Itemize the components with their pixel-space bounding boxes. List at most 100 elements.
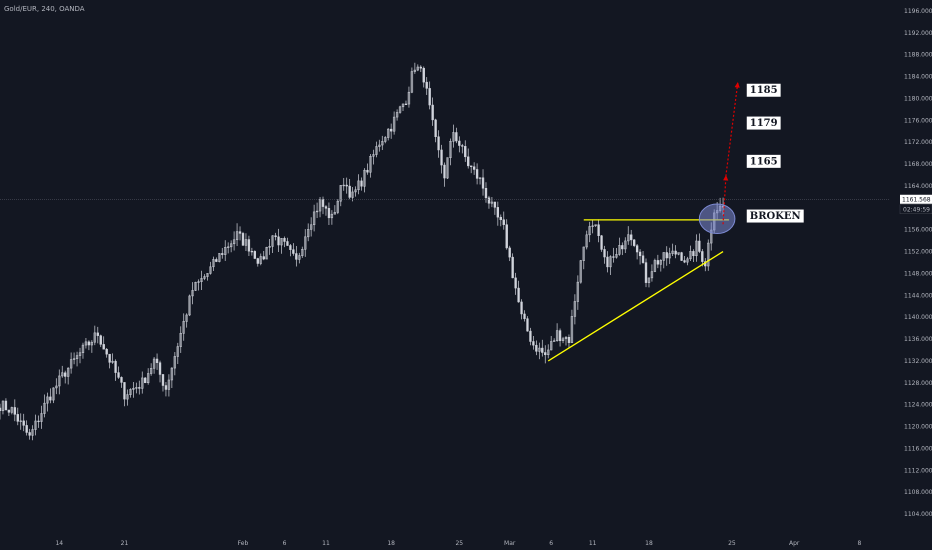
candle	[13, 399, 16, 422]
candle	[517, 280, 520, 303]
candle	[149, 363, 153, 376]
projection-path[interactable]	[722, 81, 739, 225]
price-axis[interactable]: 1104.000 1108.000 1112.000 1116.000 1120.000…	[904, 8, 932, 518]
candle	[289, 244, 292, 257]
candle	[164, 381, 168, 397]
candle	[321, 196, 325, 215]
price-tick-label: 1144.000	[904, 292, 932, 299]
candle	[567, 334, 571, 349]
candle	[455, 127, 458, 144]
candle	[446, 157, 449, 179]
candle	[66, 367, 70, 385]
time-tick-label: 18	[645, 540, 653, 547]
price-tick-label: 1172.000	[904, 139, 932, 146]
candle	[493, 201, 497, 215]
candle	[366, 163, 369, 175]
price-tick-label: 1108.000	[904, 489, 932, 496]
price-tick-label: 1156.000	[904, 227, 932, 234]
candle	[250, 247, 254, 256]
candle	[238, 226, 242, 241]
candle	[437, 130, 440, 158]
candle	[309, 217, 313, 237]
candle	[618, 237, 621, 256]
candle	[606, 251, 609, 273]
price-tick-label: 1164.000	[904, 183, 932, 190]
candle	[541, 339, 544, 357]
candle	[416, 64, 419, 72]
candle	[72, 352, 76, 365]
candle	[265, 246, 268, 260]
candle	[277, 228, 280, 252]
candle	[324, 205, 328, 216]
candle	[555, 323, 559, 342]
candle	[529, 327, 532, 346]
candle	[96, 326, 99, 344]
candle	[520, 299, 523, 320]
candle	[336, 199, 339, 215]
candle	[43, 394, 46, 418]
price-tick-label: 1196.000	[904, 8, 932, 15]
candle	[461, 143, 464, 154]
candle	[538, 342, 541, 360]
candle	[704, 258, 707, 272]
annotation-label[interactable]: 1185	[746, 83, 781, 97]
candle	[558, 328, 562, 347]
candle	[375, 141, 378, 158]
price-tick-label: 1188.000	[904, 52, 932, 59]
candle	[532, 335, 535, 350]
candle	[410, 67, 414, 94]
candle	[564, 335, 568, 346]
support-trendline[interactable]	[547, 251, 724, 362]
drawing-overlays: 1185 1179 1165 BROKEN	[0, 81, 889, 362]
candle	[478, 177, 482, 185]
time-tick-label: Apr	[789, 540, 800, 547]
candle	[656, 254, 660, 269]
time-axis[interactable]: 14 21 Feb 6 11 18 25 Mar 6 11 18 25 Apr 8	[55, 540, 861, 547]
candle	[206, 273, 209, 281]
candle	[307, 223, 310, 242]
breakout-highlight[interactable]	[698, 203, 736, 235]
candle	[404, 100, 408, 105]
candle	[470, 165, 473, 174]
candle	[638, 249, 642, 265]
candle	[61, 365, 64, 378]
candle	[668, 247, 671, 264]
candle	[582, 246, 585, 270]
candle	[354, 186, 357, 197]
candle	[653, 258, 657, 273]
candle	[123, 382, 126, 407]
candle	[141, 371, 144, 394]
candle	[683, 256, 686, 264]
candle	[247, 235, 251, 256]
candle	[144, 377, 147, 384]
price-tick-label: 1124.000	[904, 402, 932, 409]
candle	[603, 245, 606, 264]
candle	[268, 238, 271, 255]
annotation-label[interactable]: BROKEN	[746, 209, 804, 223]
candle	[81, 342, 85, 359]
candle	[117, 366, 120, 379]
candle	[176, 342, 179, 365]
svg-text:1179: 1179	[750, 118, 778, 129]
candle	[179, 326, 182, 353]
price-tick-label: 1136.000	[904, 336, 932, 343]
candle	[69, 352, 73, 374]
price-tick-label: 1132.000	[904, 358, 932, 365]
candle	[28, 428, 31, 440]
candle	[286, 237, 289, 246]
candle	[4, 398, 8, 411]
candle	[632, 239, 636, 248]
annotation-label[interactable]: 1179	[746, 116, 781, 130]
symbol-label: Gold/EUR, 240, OANDA	[4, 5, 85, 13]
candle	[401, 103, 405, 111]
candle	[120, 376, 123, 388]
candle	[46, 392, 49, 412]
candle	[615, 248, 618, 259]
annotation-label[interactable]: 1165	[746, 154, 781, 168]
candle	[19, 413, 22, 430]
candle	[585, 230, 588, 250]
candle	[108, 353, 111, 369]
time-tick-label: 6	[283, 540, 287, 547]
candle	[75, 351, 79, 367]
